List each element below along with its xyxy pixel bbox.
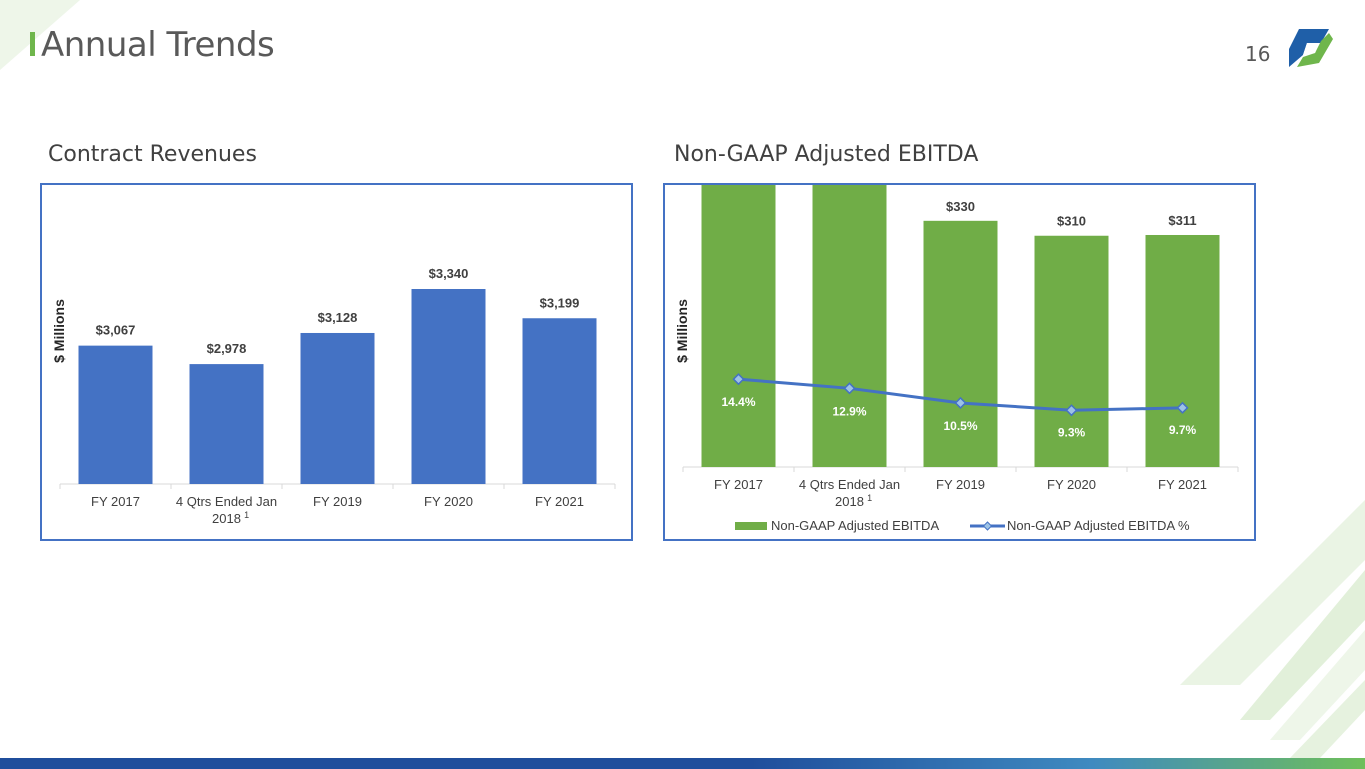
ebitda-bar: [1145, 234, 1220, 467]
ebitda-bar: [923, 220, 998, 467]
footnote-mark: 1: [244, 510, 249, 520]
pct-data-label: 9.7%: [1169, 423, 1197, 437]
x-tick-label: FY 2021: [1158, 477, 1207, 492]
ebitda-pct-marker: [1176, 401, 1189, 414]
x-tick-label: FY 2019: [313, 494, 362, 509]
ebitda-pct-marker: [954, 396, 967, 410]
ebitda-pct-marker: [843, 382, 856, 395]
footer-bar: [0, 758, 1365, 769]
ebitda-pct-marker: [1065, 404, 1078, 417]
x-tick-label: 2018: [212, 511, 241, 526]
revenue-bar: [189, 364, 264, 484]
revenue-bar: [300, 332, 375, 484]
title-accent-bar: [30, 32, 35, 56]
page-title: Annual Trends: [41, 25, 275, 65]
bar-data-label: $310: [1057, 214, 1086, 229]
legend-swatch-bar: [735, 522, 767, 530]
revenues-chart-frame: $3,067 $2,978 $3,128 $3,340 $3,199 FY 2017 4 Q…: [40, 183, 633, 541]
ebitda-bar: [701, 137, 776, 467]
x-tick-label: 4 Qtrs Ended Jan: [176, 494, 277, 509]
ebitda-bar: [1034, 235, 1109, 467]
y-axis-title: $ Millions: [674, 299, 690, 363]
bar-data-label: $3,199: [540, 295, 580, 310]
bar-data-label: $330: [946, 199, 975, 214]
ebitda-chart: $442$383$330$310$31114.4%12.9%10.5%9.3%9…: [674, 115, 1239, 533]
ebitda-chart-frame: $442$383$330$310$31114.4%12.9%10.5%9.3%9…: [663, 115, 1256, 541]
bar-data-label: $2,978: [207, 341, 247, 356]
pct-data-label: 10.5%: [943, 419, 977, 433]
pct-data-label: 9.3%: [1058, 425, 1086, 439]
ebitda-pct-marker: [732, 373, 745, 386]
x-tick-label: FY 2020: [424, 494, 473, 509]
legend-label-line: Non-GAAP Adjusted EBITDA %: [1007, 518, 1190, 533]
stripe-decoration: [1180, 500, 1365, 758]
x-tick-label: FY 2019: [936, 477, 985, 492]
x-tick-label: 4 Qtrs Ended Jan: [799, 477, 900, 492]
x-tick-label: FY 2021: [535, 494, 584, 509]
revenue-bar: [522, 318, 597, 484]
chart-title-revenues: Contract Revenues: [48, 142, 257, 167]
pct-data-label: 12.9%: [832, 404, 866, 418]
x-tick-label: FY 2017: [91, 494, 140, 509]
page-number: 16: [1245, 42, 1271, 66]
y-axis-title: $ Millions: [51, 299, 67, 363]
legend-label-bar: Non-GAAP Adjusted EBITDA: [771, 518, 939, 533]
bar-data-label: $3,340: [429, 266, 469, 281]
x-tick-label: FY 2020: [1047, 477, 1096, 492]
company-logo: [1289, 29, 1333, 67]
legend-swatch-marker: [982, 521, 993, 531]
revenue-bar: [411, 289, 486, 484]
corner-decoration: [0, 0, 80, 70]
x-tick-label: FY 2017: [714, 477, 763, 492]
x-tick-label: 2018: [835, 494, 864, 509]
pct-data-label: 14.4%: [721, 395, 755, 409]
bar-data-label: $311: [1168, 213, 1196, 228]
footnote-mark: 1: [867, 493, 872, 503]
bar-data-label: $3,128: [318, 310, 358, 325]
revenues-chart: $3,067 $2,978 $3,128 $3,340 $3,199 FY 2017 4 Q…: [51, 266, 616, 526]
bar-data-label: $3,067: [96, 323, 136, 338]
ebitda-bar: [812, 181, 887, 468]
chart-title-ebitda: Non-GAAP Adjusted EBITDA: [674, 142, 979, 167]
revenue-bar: [78, 345, 153, 484]
